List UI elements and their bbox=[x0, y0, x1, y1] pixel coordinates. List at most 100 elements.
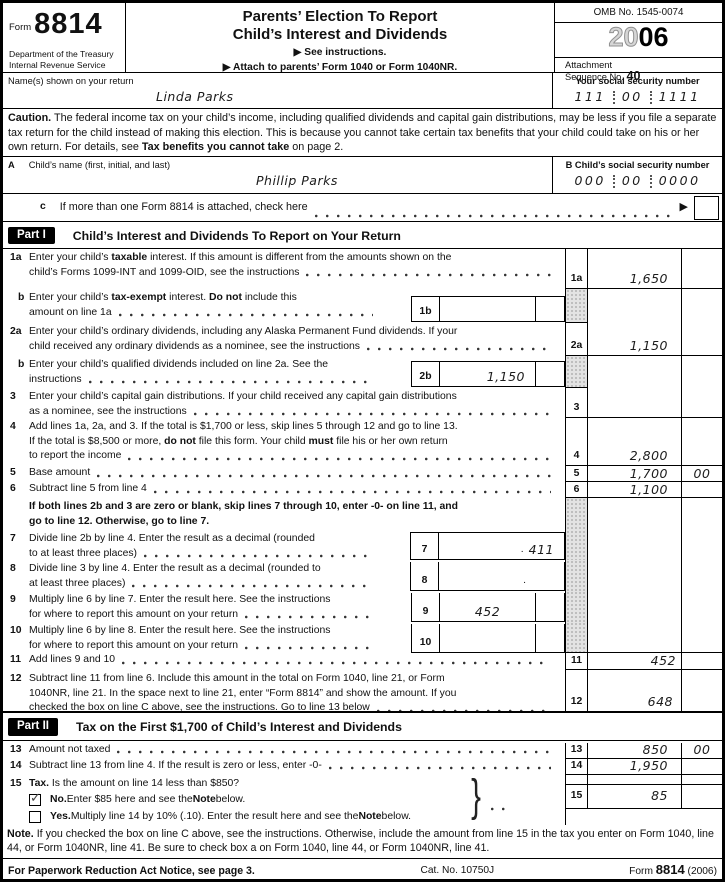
line-2a-cents[interactable] bbox=[682, 323, 722, 357]
line-12-cents[interactable] bbox=[682, 670, 722, 711]
line-a-letter: A bbox=[8, 160, 15, 170]
line-8-box-label: 8 bbox=[411, 562, 439, 591]
line-5-row: 5 Base amount 5 1,700 00 bbox=[3, 466, 722, 483]
part2-title: Tax on the First $1,700 of Child’s Inter… bbox=[75, 719, 402, 734]
line-1b-row: b Enter your child’s tax-exempt interest… bbox=[3, 289, 722, 324]
line-1a-number: 1a bbox=[10, 252, 22, 264]
line-12-text: Subtract line 11 from line 6. Include th… bbox=[29, 673, 445, 685]
line-2b-box-amount[interactable]: 1,150 bbox=[486, 369, 525, 384]
line-6-cents[interactable] bbox=[682, 482, 722, 499]
caution-paragraph: Caution. The federal income tax on your … bbox=[3, 109, 722, 157]
line-15-amount[interactable]: 85 bbox=[588, 784, 682, 808]
line-14-cents[interactable] bbox=[682, 759, 722, 775]
line-5-amount[interactable]: 1,700 bbox=[588, 466, 682, 483]
attach-note: ▶ Attach to parents’ Form 1040 or Form 1… bbox=[222, 62, 458, 73]
line-4-amount[interactable]: 2,800 bbox=[588, 418, 682, 467]
omb-year-block: OMB No. 1545-0074 2006 Attachment Sequen… bbox=[554, 3, 722, 83]
see-instructions-note: ▶ See instructions. bbox=[293, 47, 387, 58]
dot-leader bbox=[97, 473, 551, 478]
line-5-number: 5 bbox=[10, 467, 16, 479]
line-14-number: 14 bbox=[10, 759, 22, 771]
line-8-box-amount[interactable]: . bbox=[439, 562, 564, 590]
line-15-cents[interactable] bbox=[682, 785, 722, 808]
shaded-cell bbox=[566, 289, 588, 324]
line-9-box-cents[interactable] bbox=[535, 593, 564, 622]
child-name-field[interactable]: Phillip Parks bbox=[256, 173, 338, 189]
line-2a-amount[interactable]: 1,150 bbox=[588, 323, 682, 357]
line-1a-col-number: 1a bbox=[566, 249, 588, 290]
line-2b-box-cents[interactable] bbox=[535, 362, 564, 387]
line-13-cents[interactable]: 00 bbox=[682, 743, 722, 759]
child-ssn-box: B Child’s social security number 000 00 00… bbox=[552, 157, 722, 193]
dot-leader bbox=[245, 646, 373, 651]
line-14-amount[interactable]: 1,950 bbox=[588, 758, 682, 775]
line-c-letter: c bbox=[40, 201, 46, 213]
line-1a-cents[interactable] bbox=[682, 249, 722, 290]
line-10-box-cents[interactable] bbox=[535, 624, 564, 653]
line-12-amount[interactable]: 648 bbox=[588, 670, 682, 712]
taxpayer-name-field[interactable]: Linda Parks bbox=[156, 89, 234, 105]
line-14-text: Subtract line 13 from line 4. If the res… bbox=[29, 759, 322, 771]
line-3-amount[interactable] bbox=[588, 388, 682, 419]
line-c-checkbox[interactable] bbox=[694, 195, 719, 220]
line-6-note-text: If both lines 2b and 3 are zero or blank… bbox=[29, 501, 458, 513]
ssn-separator bbox=[612, 91, 615, 105]
child-ssn-field[interactable]: 000 00 0000 bbox=[574, 173, 701, 189]
line-10-row: 10 Multiply line 6 by line 8. Enter the … bbox=[3, 622, 722, 654]
line-10-box-amount[interactable] bbox=[440, 624, 535, 652]
line-6-amount[interactable]: 1,100 bbox=[588, 482, 682, 499]
line-11-amount[interactable]: 452 bbox=[588, 653, 682, 671]
line-9-box-amount[interactable]: 452 bbox=[474, 604, 501, 619]
line-7-box-amount[interactable]: . 411 bbox=[520, 542, 554, 557]
part1-title: Child’s Interest and Dividends To Report… bbox=[72, 228, 401, 243]
line-2a-row: 2a Enter your child’s ordinary dividends… bbox=[3, 323, 722, 357]
line-1a-amount[interactable]: 1,650 bbox=[588, 249, 682, 290]
name-label: Name(s) shown on your return bbox=[8, 76, 134, 86]
dot-leader bbox=[306, 273, 551, 278]
ssn-separator bbox=[649, 91, 652, 105]
line-8-text: Divide line 3 by line 4. Enter the resul… bbox=[29, 563, 321, 575]
ssn-separator bbox=[612, 175, 615, 189]
part1-header: Part I Child’s Interest and Dividends To… bbox=[3, 222, 722, 250]
line-9-box: 9 452 bbox=[411, 593, 565, 623]
line-4-cents[interactable] bbox=[682, 418, 722, 467]
line-1b-box-amount[interactable] bbox=[440, 297, 535, 321]
line-13-amount[interactable]: 850 bbox=[588, 742, 682, 759]
year-solid: 06 bbox=[638, 22, 669, 53]
form-title-line2: Child’s Interest and Dividends bbox=[232, 26, 448, 43]
form-number: 8814 bbox=[34, 8, 103, 40]
child-name-label: Child’s name (first, initial, and last) bbox=[28, 160, 171, 170]
form-header: Form 8814 Department of the Treasury Int… bbox=[3, 3, 722, 83]
line-2a-text: Enter your child’s ordinary dividends, i… bbox=[29, 326, 458, 338]
decimal-point: . bbox=[520, 544, 524, 555]
brace-glyph: } bbox=[471, 774, 481, 820]
line-4-text: Add lines 1a, 2a, and 3. If the total is… bbox=[29, 421, 458, 433]
no-checkbox[interactable]: ✓ bbox=[29, 791, 41, 807]
line-11-cents[interactable] bbox=[682, 653, 722, 671]
line-10-text: Multiply line 6 by line 8. Enter the res… bbox=[29, 625, 331, 637]
line-2a-number: 2a bbox=[10, 326, 22, 338]
shaded-cell bbox=[566, 356, 588, 389]
your-ssn-field[interactable]: 111 00 1111 bbox=[574, 89, 701, 105]
dot-leader bbox=[144, 554, 373, 559]
shaded-cell bbox=[566, 530, 588, 561]
line-1b-box-cents[interactable] bbox=[535, 297, 564, 322]
line-11-number: 11 bbox=[10, 654, 21, 666]
shaded-cell bbox=[566, 498, 588, 531]
part2-header: Part II Tax on the First $1,700 of Child… bbox=[3, 713, 722, 741]
line-15-row: 15 Tax. Is the amount on line 14 less th… bbox=[3, 774, 722, 825]
line-7-text: Divide line 2b by line 4. Enter the resu… bbox=[29, 533, 315, 545]
line-5-cents[interactable]: 00 bbox=[682, 466, 722, 483]
shaded-cell bbox=[566, 622, 588, 654]
yes-checkbox[interactable] bbox=[29, 810, 41, 823]
part2-tag: Part II bbox=[8, 718, 58, 736]
line-9-number: 9 bbox=[10, 594, 16, 606]
line-2b-letter: b bbox=[18, 359, 25, 371]
line-3-cents[interactable] bbox=[682, 388, 722, 419]
line-4-number: 4 bbox=[10, 421, 16, 433]
line-1b-box-label: 1b bbox=[412, 297, 440, 322]
line-b-letter: B bbox=[565, 160, 573, 170]
line-15-no-option: No. Enter $85 here and see the Note belo… bbox=[50, 794, 246, 806]
form-title-block: Parents’ Election To Report Child’s Inte… bbox=[126, 3, 554, 73]
